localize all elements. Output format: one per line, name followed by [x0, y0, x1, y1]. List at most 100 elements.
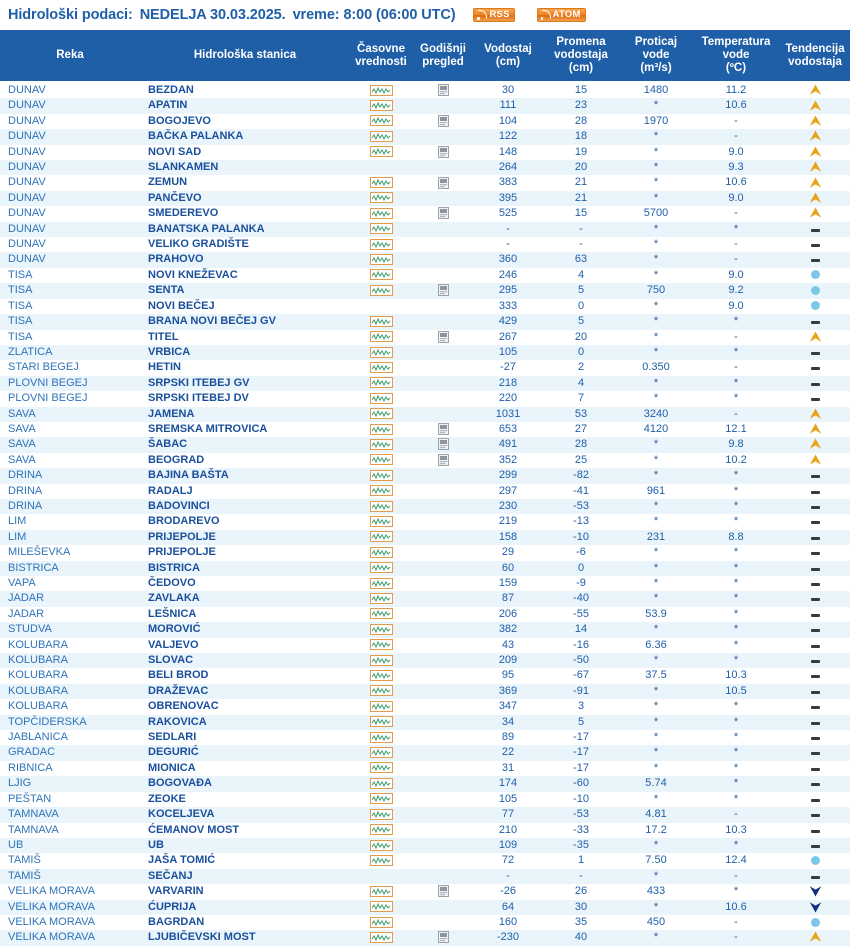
hourly-values-chart-icon[interactable]: [369, 577, 393, 589]
cell-station[interactable]: VRBICA: [148, 345, 191, 358]
hourly-values-chart-icon[interactable]: [369, 593, 393, 604]
table-row[interactable]: BISTRICA BISTRICA 60 0 * *: [0, 560, 850, 576]
cell-yearly-overview[interactable]: [412, 668, 474, 683]
table-row[interactable]: RIBNICA MIONICA 31 -17 * *: [0, 760, 850, 777]
cell-hourly-values[interactable]: [350, 869, 412, 884]
cell-station[interactable]: BOGOVAĐA: [148, 777, 212, 790]
cell-yearly-overview[interactable]: [412, 530, 474, 545]
cell-hourly-values[interactable]: [350, 268, 412, 283]
cell-yearly-overview[interactable]: [412, 514, 474, 529]
cell-station[interactable]: SEDLARI: [148, 731, 197, 744]
cell-station[interactable]: BRANA NOVI BEČEJ GV: [148, 315, 276, 328]
cell-station[interactable]: BEZDAN: [148, 84, 194, 96]
hourly-values-chart-icon[interactable]: [369, 824, 393, 836]
table-row[interactable]: DUNAV PANČEVO 395 21 * 9.0: [0, 190, 850, 207]
yearly-overview-icon[interactable]: [437, 207, 449, 220]
hourly-values-chart-icon[interactable]: [369, 223, 393, 235]
cell-station[interactable]: ZEOKE: [148, 792, 186, 805]
hourly-values-chart-icon[interactable]: [369, 808, 393, 820]
cell-hourly-values[interactable]: [350, 607, 412, 622]
cell-hourly-values[interactable]: [350, 376, 412, 391]
cell-hourly-values[interactable]: [350, 407, 412, 422]
table-row[interactable]: DUNAV BANATSKA PALANKA - - * *: [0, 221, 850, 238]
cell-yearly-overview[interactable]: [412, 345, 474, 360]
cell-station[interactable]: BAJINA BAŠTA: [148, 469, 229, 482]
cell-hourly-values[interactable]: [350, 345, 412, 360]
hourly-values-chart-icon[interactable]: [369, 608, 393, 620]
cell-station[interactable]: VARVARIN: [148, 885, 204, 898]
yearly-overview-icon[interactable]: [437, 423, 449, 436]
cell-station[interactable]: DRAŽEVAC: [148, 684, 209, 697]
table-row[interactable]: TISA NOVI KNEŽEVAC 246 4 * 9.0: [0, 267, 850, 284]
table-row[interactable]: TOPČIDERSKA RAKOVICA 34 5 * *: [0, 714, 850, 731]
cell-yearly-overview[interactable]: [412, 561, 474, 576]
cell-hourly-values[interactable]: [350, 591, 412, 606]
cell-hourly-values[interactable]: [350, 330, 412, 345]
cell-yearly-overview[interactable]: [412, 653, 474, 668]
cell-station[interactable]: SEČANJ: [148, 869, 193, 882]
cell-hourly-values[interactable]: [350, 699, 412, 714]
cell-hourly-values[interactable]: [350, 545, 412, 560]
cell-yearly-overview[interactable]: [412, 283, 474, 298]
cell-yearly-overview[interactable]: [412, 145, 474, 160]
cell-station[interactable]: ĆUPRIJA: [148, 900, 197, 913]
cell-yearly-overview[interactable]: [412, 391, 474, 406]
table-row[interactable]: JADAR LEŠNICA 206 -55 53.9 *: [0, 606, 850, 623]
table-row[interactable]: VELIKA MORAVA VARVARIN -26 26 433 *: [0, 884, 850, 900]
hourly-values-chart-icon[interactable]: [369, 515, 393, 527]
cell-yearly-overview[interactable]: [412, 468, 474, 483]
cell-station[interactable]: KOCELJEVA: [148, 808, 215, 821]
hourly-values-chart-icon[interactable]: [369, 361, 393, 373]
hourly-values-chart-icon[interactable]: [369, 254, 393, 266]
cell-hourly-values[interactable]: [350, 900, 412, 915]
cell-station[interactable]: SREMSKA MITROVICA: [148, 422, 268, 435]
hourly-values-chart-icon[interactable]: [369, 500, 393, 512]
cell-hourly-values[interactable]: [350, 129, 412, 144]
hourly-values-chart-icon[interactable]: [369, 901, 393, 913]
hourly-values-chart-icon[interactable]: [369, 654, 393, 666]
table-row[interactable]: TAMIŠ SEČANJ - - * -: [0, 868, 850, 885]
hourly-values-chart-icon[interactable]: [369, 192, 393, 204]
cell-yearly-overview[interactable]: [412, 376, 474, 391]
hourly-values-chart-icon[interactable]: [369, 931, 393, 943]
cell-station[interactable]: BADOVINCI: [148, 499, 210, 512]
cell-yearly-overview[interactable]: [412, 114, 474, 129]
cell-hourly-values[interactable]: [350, 252, 412, 267]
cell-yearly-overview[interactable]: [412, 160, 474, 175]
table-row[interactable]: DRINA BAJINA BAŠTA 299 -82 * *: [0, 468, 850, 484]
cell-hourly-values[interactable]: [350, 930, 412, 945]
cell-hourly-values[interactable]: [350, 237, 412, 252]
table-row[interactable]: VELIKA MORAVA BAGRDAN 160 35 450 -: [0, 914, 850, 931]
table-row[interactable]: DUNAV PRAHOVO 360 63 * -: [0, 252, 850, 268]
table-row[interactable]: DUNAV BAČKA PALANKA 122 18 * -: [0, 129, 850, 145]
table-row[interactable]: PEŠTAN ZEOKE 105 -10 * *: [0, 791, 850, 808]
column-header-vodostaj[interactable]: Vodostaj (cm): [474, 30, 542, 82]
cell-yearly-overview[interactable]: [412, 175, 474, 190]
cell-station[interactable]: BANATSKA PALANKA: [148, 222, 265, 235]
hourly-values-chart-icon[interactable]: [369, 392, 393, 404]
table-row[interactable]: SAVA ŠABAC 491 28 * 9.8: [0, 437, 850, 453]
hourly-values-chart-icon[interactable]: [369, 269, 393, 281]
hourly-values-chart-icon[interactable]: [369, 854, 393, 866]
cell-hourly-values[interactable]: [350, 299, 412, 314]
cell-hourly-values[interactable]: [350, 453, 412, 468]
table-row[interactable]: DRINA RADALJ 297 -41 961 *: [0, 483, 850, 499]
cell-yearly-overview[interactable]: [412, 745, 474, 760]
cell-station[interactable]: SRPSKI ITEBEJ DV: [148, 392, 249, 405]
cell-station[interactable]: OBRENOVAC: [148, 700, 219, 713]
hourly-values-chart-icon[interactable]: [369, 284, 393, 296]
cell-station[interactable]: JAŠA TOMIĆ: [148, 854, 216, 867]
table-row[interactable]: KOLUBARA VALJEVO 43 -16 6.36 *: [0, 637, 850, 654]
column-header-proticaj[interactable]: Proticaj vode (m³/s): [620, 30, 692, 82]
hourly-values-chart-icon[interactable]: [369, 747, 393, 759]
hourly-values-chart-icon[interactable]: [369, 207, 393, 219]
cell-station[interactable]: UB: [148, 838, 164, 851]
cell-station[interactable]: APATIN: [148, 99, 188, 112]
table-row[interactable]: ZLATICA VRBICA 105 0 * *: [0, 344, 850, 361]
hourly-values-chart-icon[interactable]: [369, 546, 393, 558]
table-row[interactable]: SAVA SREMSKA MITROVICA 653 27 4120 12.1: [0, 421, 850, 438]
hourly-values-chart-icon[interactable]: [369, 670, 393, 682]
cell-station[interactable]: SLANKAMEN: [148, 161, 219, 174]
hourly-values-chart-icon[interactable]: [369, 885, 393, 897]
table-row[interactable]: TAMNAVA KOCELJEVA 77 -53 4.81 -: [0, 807, 850, 823]
